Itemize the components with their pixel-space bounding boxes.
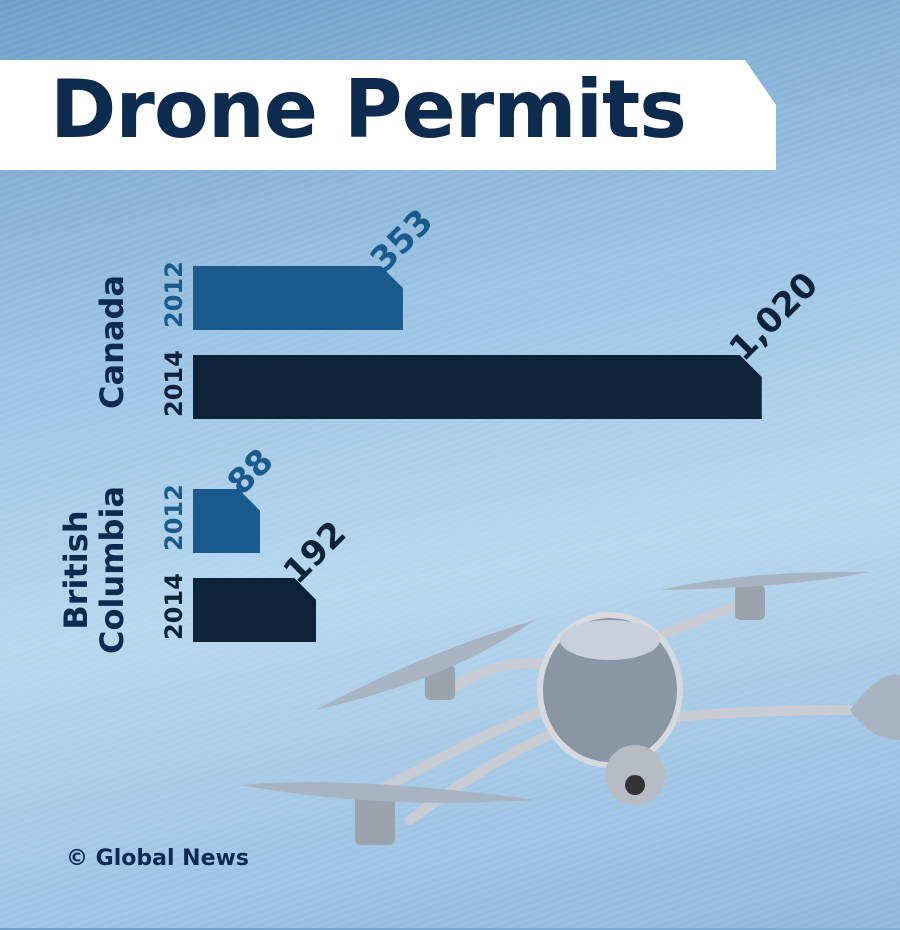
drone-image	[240, 571, 900, 845]
title-banner	[0, 60, 776, 170]
year-label: 2012	[160, 261, 188, 328]
year-label: 2014	[160, 573, 188, 640]
bar-0-2012	[193, 266, 403, 330]
year-label: 2014	[160, 350, 188, 417]
bar-1-2014	[193, 578, 317, 642]
group-label-canada: Canada	[93, 275, 131, 409]
group-label-british-columbia: British Columbia	[57, 485, 131, 655]
credit-text: © Global News	[66, 846, 249, 871]
bar-0-2014	[193, 355, 762, 419]
chart-title: Drone Permits	[50, 63, 687, 156]
year-label: 2012	[160, 484, 188, 551]
